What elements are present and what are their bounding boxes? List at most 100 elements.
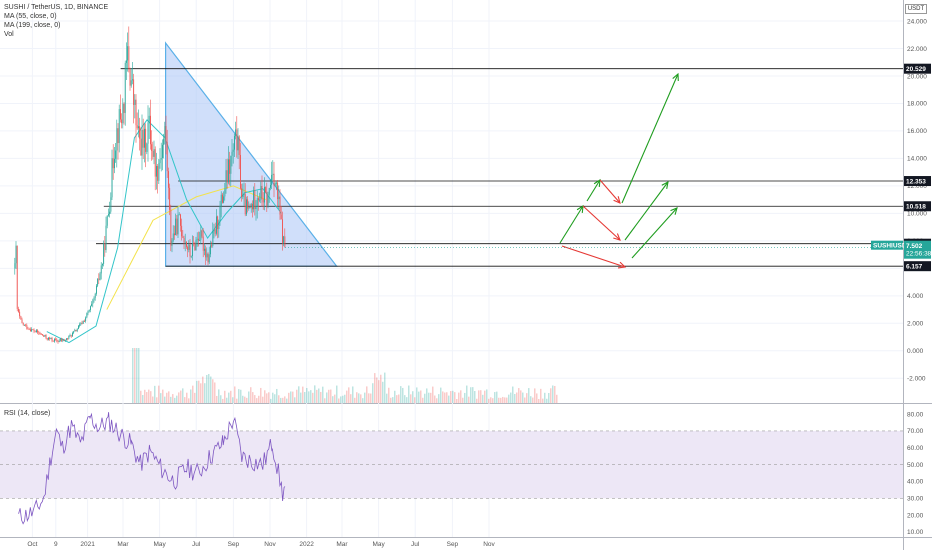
candle-body bbox=[260, 186, 262, 200]
candle-body bbox=[110, 197, 112, 212]
volume-bar bbox=[308, 391, 310, 403]
volume-bar bbox=[262, 396, 264, 403]
volume-bar bbox=[478, 390, 480, 403]
candle-body bbox=[259, 199, 261, 201]
candle-body bbox=[195, 239, 197, 251]
candle-body bbox=[238, 136, 240, 155]
volume-bar bbox=[540, 388, 542, 403]
arrow-down-head bbox=[613, 233, 621, 241]
candle-body bbox=[57, 341, 59, 343]
rsi-axis-tick: 20.00 bbox=[907, 512, 924, 519]
candle-body bbox=[200, 230, 202, 241]
volume-bar bbox=[380, 374, 382, 403]
candle-body bbox=[194, 243, 196, 251]
volume-bar bbox=[268, 392, 270, 403]
volume-bar bbox=[206, 374, 208, 403]
rsi-legend: RSI (14, close) bbox=[4, 409, 50, 418]
candle-body bbox=[70, 335, 72, 337]
volume-bar bbox=[418, 391, 420, 403]
candle-body bbox=[97, 278, 99, 286]
candle-body bbox=[277, 182, 279, 200]
volume-bar bbox=[290, 391, 292, 403]
candle-body bbox=[255, 207, 257, 210]
volume-bar bbox=[324, 398, 326, 403]
candle-body bbox=[19, 311, 21, 317]
candle-body bbox=[112, 158, 114, 169]
volume-bar bbox=[200, 383, 202, 403]
candle-body bbox=[205, 248, 207, 258]
volume-bar bbox=[270, 398, 272, 403]
volume-bar bbox=[490, 397, 492, 403]
candle-body bbox=[187, 246, 189, 250]
volume-bar bbox=[260, 387, 262, 403]
volume-bar bbox=[428, 392, 430, 403]
volume-bar bbox=[458, 392, 460, 403]
candle-body bbox=[79, 324, 81, 326]
candle-body bbox=[40, 334, 42, 335]
volume-bar bbox=[294, 397, 296, 403]
arrow-up bbox=[559, 205, 584, 244]
candle-body bbox=[111, 158, 113, 198]
candle-body bbox=[210, 245, 211, 255]
volume-bar bbox=[500, 397, 502, 403]
price-axis-tick: 0.000 bbox=[907, 348, 924, 355]
volume-bar bbox=[484, 390, 486, 403]
volume-bar bbox=[532, 397, 534, 403]
volume-bar bbox=[332, 396, 334, 403]
candle-body bbox=[45, 335, 47, 339]
candle-body bbox=[252, 203, 253, 210]
candle-body bbox=[278, 196, 280, 200]
candle-body bbox=[60, 339, 61, 341]
level-tag bbox=[904, 261, 931, 272]
volume-bar bbox=[498, 397, 500, 403]
volume-bar bbox=[452, 390, 454, 403]
candle-body bbox=[98, 278, 100, 280]
volume-bar bbox=[556, 394, 558, 403]
candle-body bbox=[244, 193, 246, 215]
candle-body bbox=[48, 337, 49, 340]
candle-body bbox=[31, 329, 33, 332]
volume-bar bbox=[236, 398, 238, 403]
volume-bar bbox=[266, 393, 268, 403]
volume-bar bbox=[504, 397, 506, 403]
candle-body bbox=[201, 230, 203, 237]
candle-body bbox=[220, 194, 222, 206]
descending-triangle bbox=[165, 41, 338, 267]
candle-body bbox=[16, 245, 18, 309]
volume-bar bbox=[524, 397, 526, 403]
candle-body bbox=[61, 339, 63, 341]
volume-bar bbox=[140, 390, 142, 403]
candle-body bbox=[160, 158, 162, 160]
level-tag bbox=[904, 63, 931, 74]
price-axis-tick: -2.000 bbox=[907, 376, 926, 383]
volume-bar bbox=[208, 374, 210, 403]
candle-body bbox=[50, 337, 52, 339]
candle-body bbox=[248, 207, 250, 209]
time-axis-tick: Jul bbox=[192, 541, 201, 548]
candle-body bbox=[87, 311, 89, 314]
volume-legend: Vol bbox=[4, 31, 14, 38]
time-axis-tick: Sep bbox=[228, 541, 240, 548]
volume-bar bbox=[344, 394, 346, 403]
price-axis-tick: 20.000 bbox=[907, 73, 927, 80]
volume-bar bbox=[156, 397, 158, 403]
candle-body bbox=[63, 339, 65, 341]
currency-badge[interactable]: USDT bbox=[905, 4, 927, 14]
time-axis-tick: Mar bbox=[117, 541, 129, 548]
volume-bar bbox=[404, 395, 406, 403]
candle-body bbox=[146, 143, 148, 152]
candle-body bbox=[73, 331, 75, 333]
volume-bar bbox=[420, 390, 422, 403]
candle-body bbox=[122, 103, 124, 124]
candle-body bbox=[153, 149, 155, 157]
volume-bar bbox=[486, 389, 488, 403]
candle-body bbox=[219, 205, 221, 222]
candle-body bbox=[62, 339, 64, 341]
volume-bar bbox=[406, 397, 408, 403]
volume-bar bbox=[172, 394, 174, 403]
volume-bar bbox=[534, 388, 536, 403]
level-tag-text: 6.157 bbox=[906, 263, 923, 270]
volume-bar bbox=[322, 386, 324, 403]
